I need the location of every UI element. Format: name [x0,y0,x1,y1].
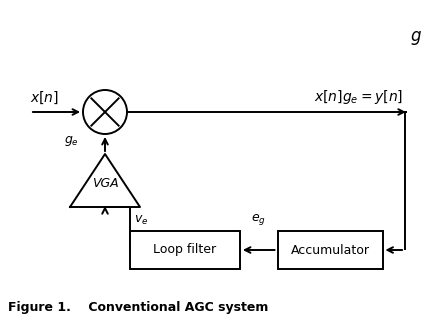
Text: $g_e$: $g_e$ [64,134,79,148]
Bar [130,231,240,269]
Text: Figure 1.    Conventional AGC system: Figure 1. Conventional AGC system [8,301,268,314]
Text: $x[n]g_e = y[n]$: $x[n]g_e = y[n]$ [314,88,403,106]
Text: Loop filter: Loop filter [154,243,217,257]
Text: Accumulator: Accumulator [291,243,369,257]
Bar [277,231,383,269]
Text: VGA: VGA [92,177,118,190]
Text: $e_g$: $e_g$ [251,212,266,227]
Text: g: g [410,27,421,45]
Text: $v_e$: $v_e$ [134,214,148,227]
Text: $x[n]$: $x[n]$ [30,90,59,106]
